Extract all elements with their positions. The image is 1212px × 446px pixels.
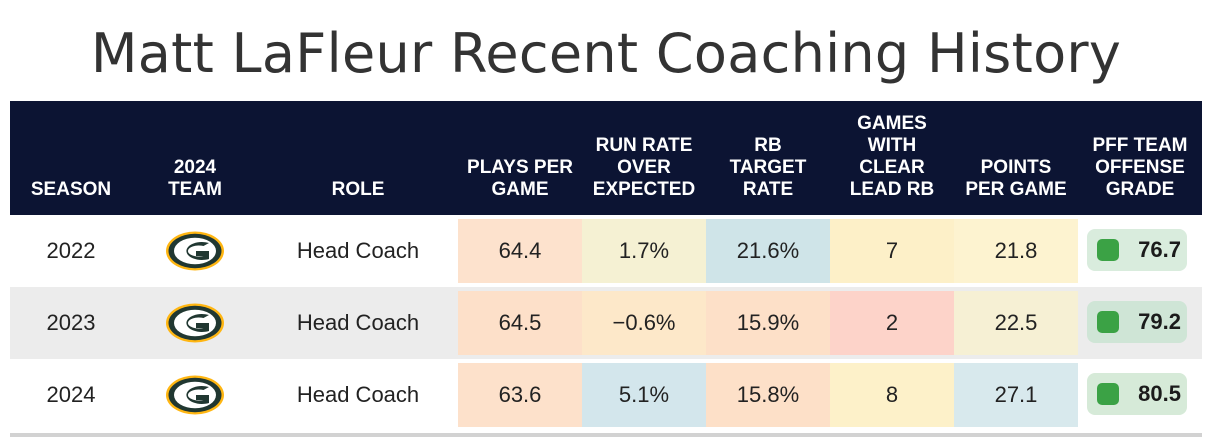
season-cell: 2023 bbox=[46, 310, 96, 335]
role-cell: Head Coach bbox=[296, 382, 420, 407]
pff-grade-badge: 80.5 bbox=[1087, 373, 1187, 415]
packers-logo-icon bbox=[132, 287, 258, 359]
table-body: 2022 Head Coach 64.4 1.7% 21.6% 7 21.8 7… bbox=[10, 215, 1202, 431]
header-pff-grade: PFF TEAM OFFENSE GRADE bbox=[1092, 135, 1188, 200]
run-rate-over-expected-cell: 1.7% bbox=[582, 219, 706, 283]
header-points-per-game: POINTS PER GAME bbox=[965, 157, 1067, 200]
plays-per-game-cell: 64.4 bbox=[458, 219, 582, 283]
pff-grade-badge: 76.7 bbox=[1087, 229, 1187, 271]
header-plays-per-game: PLAYS PER GAME bbox=[467, 157, 573, 200]
points-per-game-cell: 22.5 bbox=[954, 291, 1078, 355]
pff-grade-value: 76.7 bbox=[1138, 237, 1181, 262]
rb-target-rate-cell: 15.9% bbox=[706, 291, 830, 355]
grade-status-indicator bbox=[1097, 311, 1119, 333]
games-clear-lead-rb-cell: 7 bbox=[830, 219, 954, 283]
points-per-game-cell: 21.8 bbox=[954, 219, 1078, 283]
table-row: 2022 Head Coach 64.4 1.7% 21.6% 7 21.8 7… bbox=[10, 215, 1202, 287]
games-clear-lead-rb-cell: 2 bbox=[830, 291, 954, 355]
rb-target-rate-cell: 21.6% bbox=[706, 219, 830, 283]
grade-status-indicator bbox=[1097, 383, 1119, 405]
grade-status-indicator bbox=[1097, 239, 1119, 261]
plays-per-game-cell: 64.5 bbox=[458, 291, 582, 355]
games-clear-lead-rb-cell: 8 bbox=[830, 363, 954, 427]
header-role: ROLE bbox=[331, 179, 385, 200]
packers-logo-icon bbox=[132, 215, 258, 287]
page-title: Matt LaFleur Recent Coaching History bbox=[90, 22, 1122, 85]
plays-per-game-cell: 63.6 bbox=[458, 363, 582, 427]
season-cell: 2024 bbox=[46, 382, 96, 407]
pff-grade-value: 80.5 bbox=[1138, 381, 1181, 406]
header-season: SEASON bbox=[30, 179, 112, 200]
points-per-game-cell: 27.1 bbox=[954, 363, 1078, 427]
header-team: 2024 TEAM bbox=[168, 157, 222, 200]
pff-grade-badge: 79.2 bbox=[1087, 301, 1187, 343]
table-bottom-rule bbox=[10, 433, 1202, 437]
rb-target-rate-cell: 15.8% bbox=[706, 363, 830, 427]
role-cell: Head Coach bbox=[296, 310, 420, 335]
season-cell: 2022 bbox=[46, 238, 96, 263]
table-row: 2024 Head Coach 63.6 5.1% 15.8% 8 27.1 8… bbox=[10, 359, 1202, 431]
coaching-history-table: SEASON 2024 TEAM ROLE PLAYS PER GAME RUN… bbox=[10, 101, 1202, 431]
table-header: SEASON 2024 TEAM ROLE PLAYS PER GAME RUN… bbox=[10, 101, 1202, 215]
run-rate-over-expected-cell: −0.6% bbox=[582, 291, 706, 355]
pff-grade-value: 79.2 bbox=[1138, 309, 1181, 334]
header-games-clear-lead-rb: GAMES WITH CLEAR LEAD RB bbox=[849, 113, 935, 200]
header-rb-target-rate: RB TARGET RATE bbox=[729, 135, 807, 200]
table-row: 2023 Head Coach 64.5 −0.6% 15.9% 2 22.5 … bbox=[10, 287, 1202, 359]
role-cell: Head Coach bbox=[296, 238, 420, 263]
header-run-rate-over-expected: RUN RATE OVER EXPECTED bbox=[592, 135, 696, 200]
packers-logo-icon bbox=[132, 359, 258, 431]
run-rate-over-expected-cell: 5.1% bbox=[582, 363, 706, 427]
